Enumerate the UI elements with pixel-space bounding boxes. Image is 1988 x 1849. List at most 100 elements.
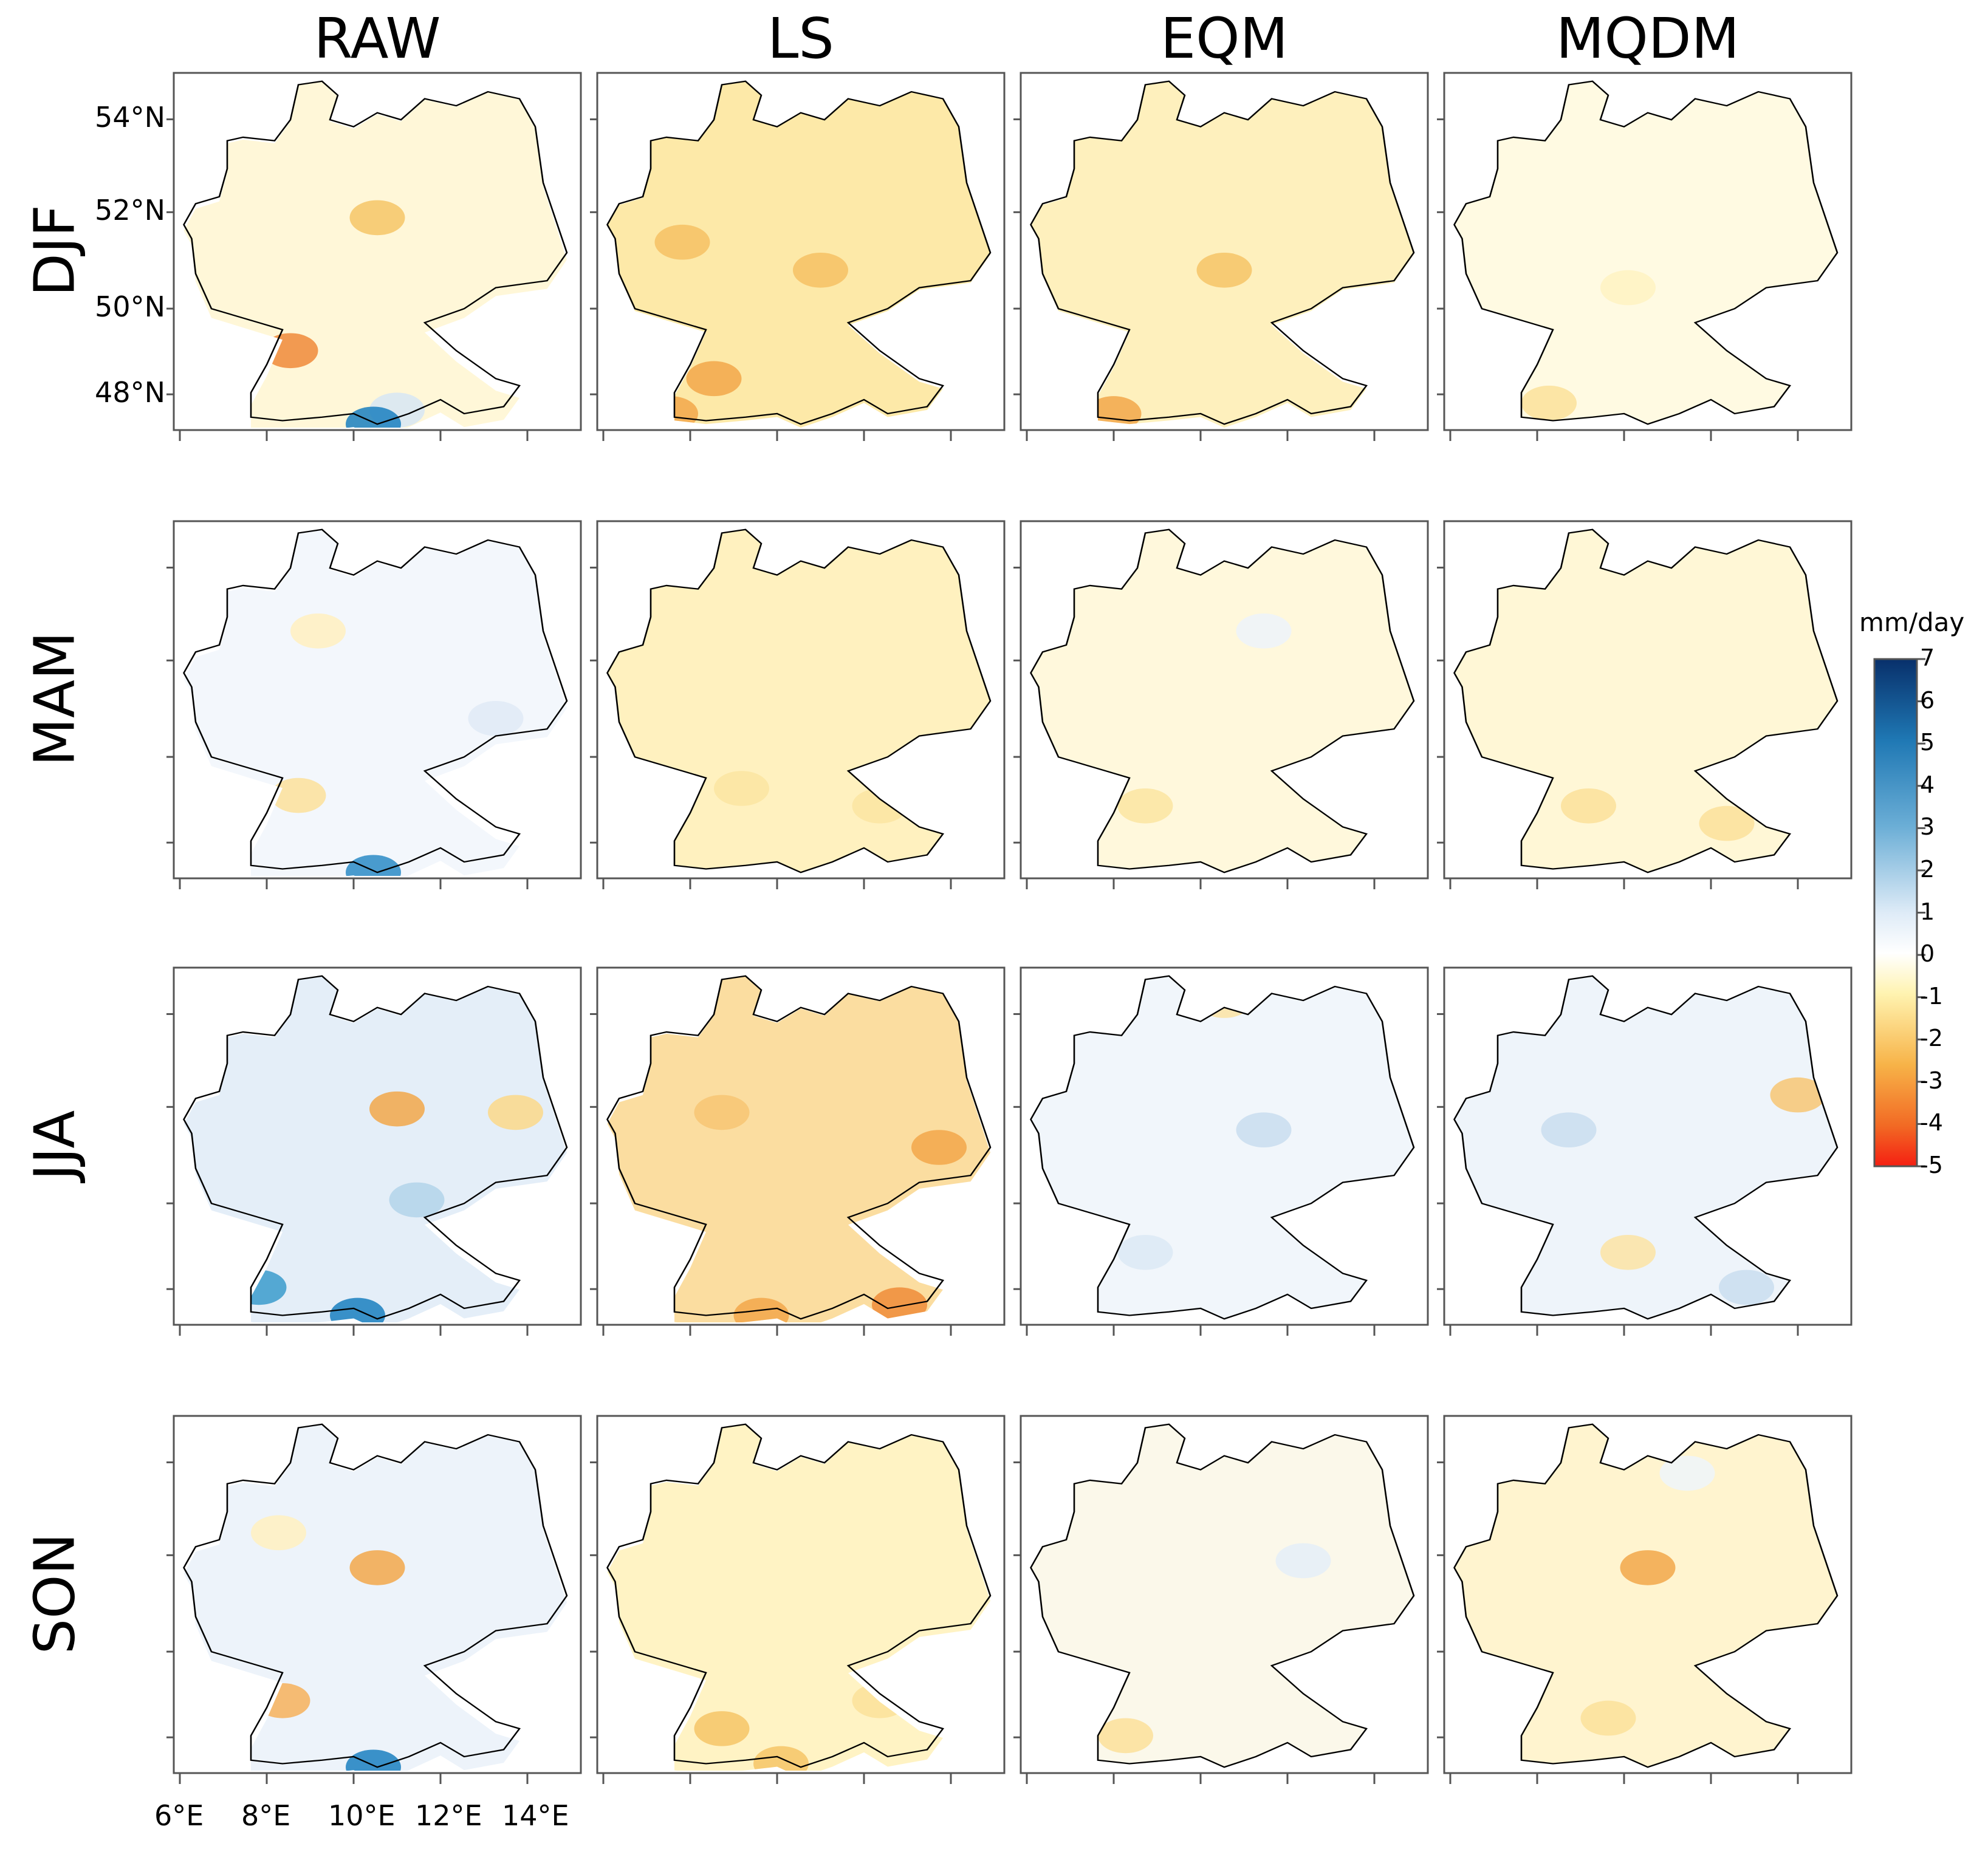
country-border [1453, 975, 1839, 1320]
lat-tick-label: 52°N [95, 194, 165, 227]
map-panel-jja-eqm [1013, 966, 1429, 1336]
anomaly-spot [694, 1095, 750, 1130]
colorbar-tick-label: 2 [1920, 855, 1935, 883]
country-border [183, 528, 568, 873]
row-title-jja: JJA [22, 1110, 87, 1181]
anomaly-spot [694, 1711, 750, 1746]
colorbar-title: mm/day [1859, 607, 1965, 637]
anomaly-spot [1699, 805, 1755, 841]
anomaly-spot [346, 406, 402, 428]
country-border [1030, 975, 1415, 1320]
map-panel-jja-ls [590, 966, 1006, 1336]
anomaly-spot [369, 1091, 425, 1127]
anomaly-spot [1600, 270, 1656, 306]
anomaly-spot [349, 200, 405, 236]
anomaly-spot [1719, 1270, 1774, 1305]
colorbar-tick-label: 0 [1920, 940, 1935, 968]
map-panel-jja-raw [166, 966, 582, 1336]
lat-tick-label: 50°N [95, 290, 165, 324]
anomaly-spot [911, 1130, 967, 1165]
lon-tick-label: 12°E [415, 1799, 482, 1832]
colorbar-tick-label: -2 [1920, 1025, 1943, 1052]
country-border [606, 1423, 992, 1768]
lon-tick-label: 6°E [154, 1799, 204, 1832]
anomaly-spot [1098, 1718, 1153, 1754]
column-title-ls: LS [767, 6, 834, 71]
country-border [1453, 80, 1839, 425]
anomaly-spot [1561, 788, 1616, 824]
anomaly-spot [793, 253, 848, 288]
country-border [1030, 1423, 1415, 1768]
country-border [183, 1423, 568, 1768]
column-title-raw: RAW [314, 6, 441, 71]
anomaly-spot [686, 361, 742, 397]
country-border [1030, 80, 1415, 425]
anomaly-spot [270, 778, 326, 813]
map-panel-son-eqm [1013, 1415, 1429, 1784]
anomaly-spot [488, 1095, 543, 1130]
anomaly-spot [1117, 788, 1173, 824]
anomaly-spot [714, 771, 769, 806]
anomaly-spot [389, 1182, 445, 1218]
anomaly-spot [329, 1297, 385, 1322]
anomaly-spot [1770, 1077, 1826, 1113]
row-title-djf: DJF [22, 205, 87, 296]
anomaly-spot [468, 701, 524, 736]
colorbar-gradient [1873, 658, 1918, 1167]
row-title-mam: MAM [22, 631, 87, 767]
country-border [183, 975, 568, 1320]
anomaly-spot [251, 1515, 306, 1551]
column-title-eqm: EQM [1160, 6, 1288, 71]
map-panel-jja-mqdm [1437, 966, 1853, 1336]
map-panel-son-ls [590, 1415, 1006, 1784]
lon-tick-label: 8°E [241, 1799, 291, 1832]
map-panel-djf-mqdm [1437, 72, 1853, 441]
colorbar-tick-label: -3 [1920, 1067, 1943, 1094]
anomaly-spot [1600, 1235, 1656, 1270]
country-border [1453, 528, 1839, 873]
colorbar-tick-label: 5 [1920, 729, 1935, 756]
colorbar-tick-label: 1 [1920, 898, 1935, 925]
country-border [1030, 528, 1415, 873]
colorbar-tick-label: 4 [1920, 771, 1935, 798]
colorbar-tick-label: -5 [1920, 1152, 1943, 1178]
anomaly-spot [872, 1287, 927, 1322]
country-border [1453, 1423, 1839, 1768]
anomaly-spot [1236, 613, 1292, 649]
colorbar [1873, 658, 1925, 1167]
anomaly-spot [349, 1550, 405, 1585]
anomaly-spot [1117, 1235, 1173, 1270]
anomaly-spot [1196, 253, 1252, 288]
anomaly-spot [346, 855, 402, 876]
lon-tick-label: 10°E [328, 1799, 396, 1832]
map-panel-djf-ls [590, 72, 1006, 441]
anomaly-spot [1236, 1112, 1292, 1147]
colorbar-tick-label: 7 [1920, 644, 1935, 671]
anomaly-spot [1659, 1455, 1715, 1491]
anomaly-spot [733, 1297, 789, 1322]
country-border [606, 80, 992, 425]
anomaly-spot [1580, 1700, 1636, 1736]
anomaly-spot [1541, 1112, 1597, 1147]
country-border [606, 528, 992, 873]
map-panel-djf-eqm [1013, 72, 1429, 441]
colorbar-tick-label: 3 [1920, 813, 1935, 841]
colorbar-tick-label: 6 [1920, 686, 1935, 714]
lat-tick-label: 54°N [95, 101, 165, 134]
anomaly-spot [1275, 1543, 1331, 1579]
anomaly-spot [753, 1746, 809, 1771]
map-panel-mam-ls [590, 520, 1006, 889]
colorbar-tick-label: -1 [1920, 982, 1943, 1010]
anomaly-spot [1620, 1550, 1676, 1585]
colorbar-tick-label: -4 [1920, 1109, 1943, 1136]
anomaly-spot [1521, 385, 1577, 421]
map-panel-mam-eqm [1013, 520, 1429, 889]
country-border [183, 80, 568, 425]
anomaly-spot [346, 1749, 402, 1771]
map-panel-son-mqdm [1437, 1415, 1853, 1784]
map-panel-djf-raw [166, 72, 582, 441]
map-panel-son-raw [166, 1415, 582, 1784]
map-panel-mam-mqdm [1437, 520, 1853, 889]
lat-tick-label: 48°N [95, 376, 165, 409]
